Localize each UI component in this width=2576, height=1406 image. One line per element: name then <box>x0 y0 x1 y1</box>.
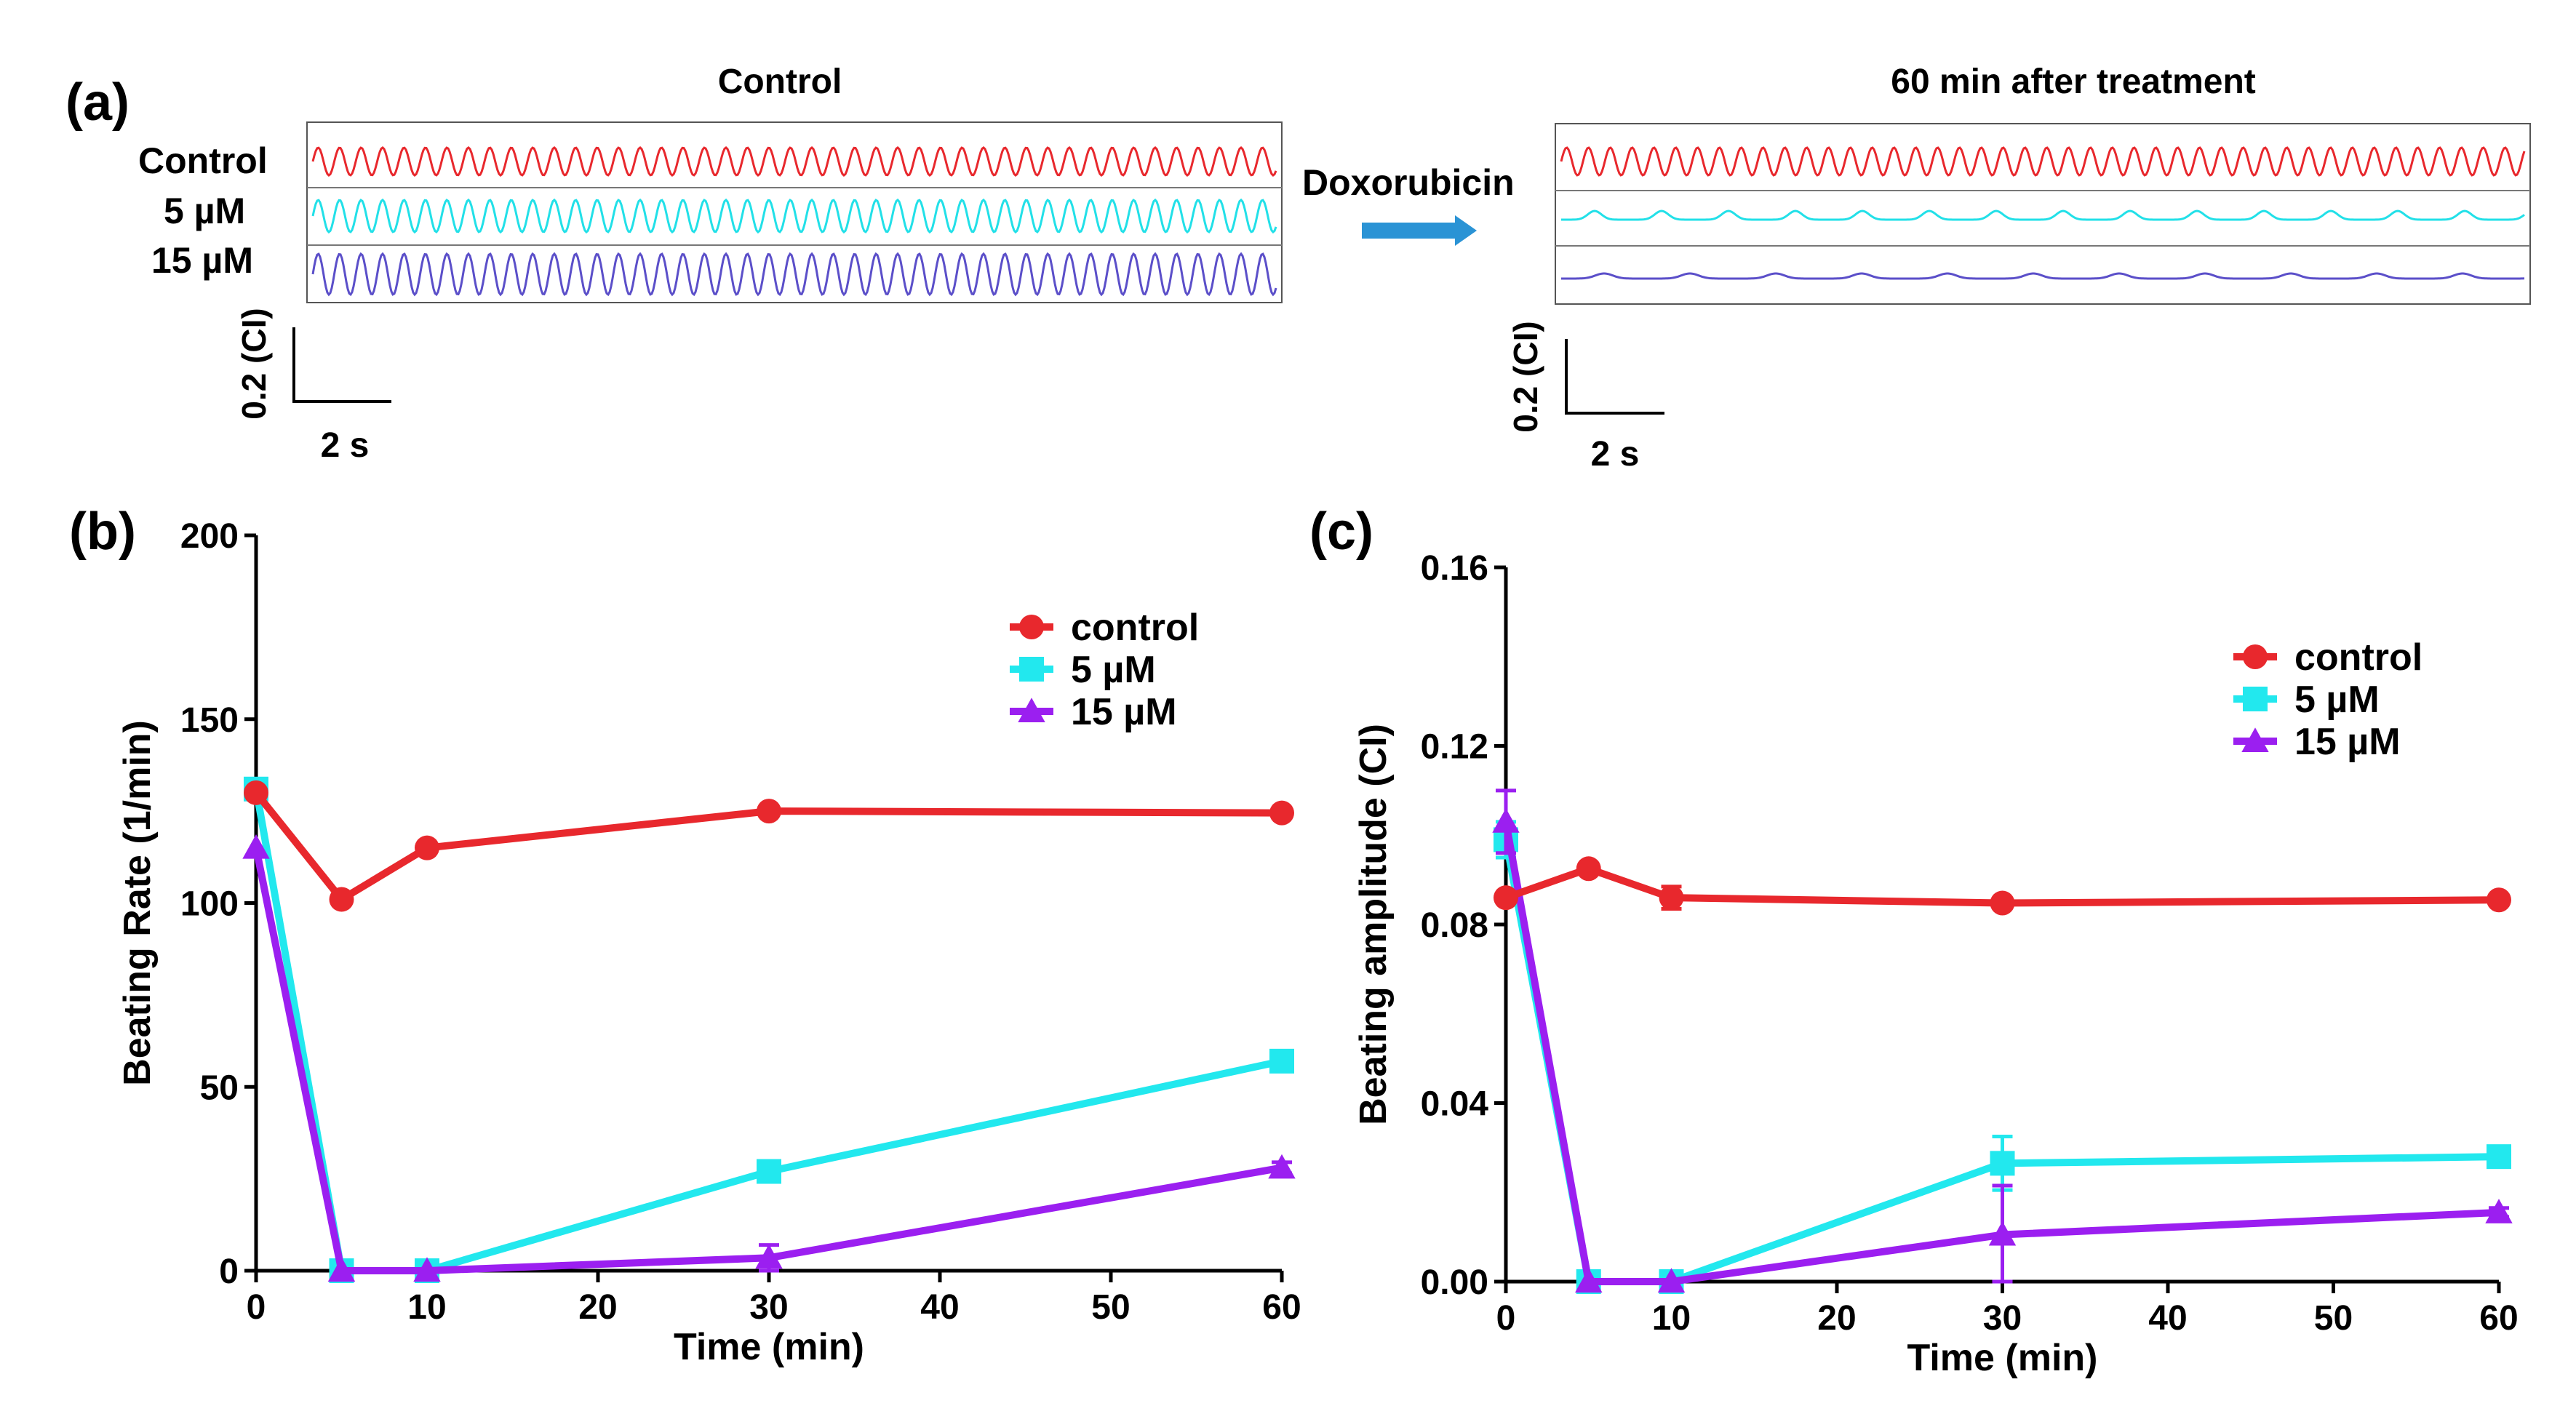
chart-beating-amplitude: (c) 0.00 0.04 0.08 0.12 0.16 0 10 20 30 40 50 60 Tim… <box>1309 503 2519 1379</box>
row-label-control: Control <box>138 140 268 181</box>
left-trace-box <box>306 121 1283 303</box>
data-point <box>1575 1268 1603 1293</box>
left-scalebar-x-label: 2 s <box>321 426 370 465</box>
panel-c-label: (c) <box>1309 503 1373 561</box>
data-point <box>1657 1268 1686 1293</box>
x-tick-label: 40 <box>2148 1299 2187 1338</box>
data-point <box>413 1257 441 1282</box>
right-trace-box <box>1555 123 2531 305</box>
left-trace-5um <box>311 198 1277 234</box>
legend-marker <box>1018 698 1045 722</box>
row-label-15um: 15 µM <box>151 240 253 281</box>
y-axis-label: Beating Rate (1/min) <box>116 720 159 1086</box>
data-point <box>1494 885 1518 911</box>
x-axis-label: Time (min) <box>674 1326 864 1368</box>
y-axis-label: Beating amplitude (CI) <box>1352 724 1395 1125</box>
panel-a-left-title: Control <box>718 63 842 101</box>
y-tick-label: 0.12 <box>1421 728 1488 767</box>
legend-entry: control <box>2294 636 2423 679</box>
chart-beating-rate: (b) 0 50 100 150 200 0 10 20 30 40 50 60 Time (min) B… <box>69 503 1301 1368</box>
x-tick-label: 20 <box>1817 1299 1856 1338</box>
data-point <box>1659 885 1684 911</box>
x-tick-label: 50 <box>1091 1288 1130 1327</box>
treatment-arrow-icon <box>1362 215 1477 246</box>
data-point <box>1269 1048 1294 1074</box>
right-scalebar-x-label: 2 s <box>1591 435 1640 474</box>
x-tick-label: 30 <box>749 1288 788 1327</box>
left-scalebar-y-label: 0.2 (CI) <box>235 308 273 419</box>
x-tick-label: 40 <box>920 1288 959 1327</box>
legend-entry: 15 µM <box>2294 721 2401 763</box>
x-tick-label: 30 <box>1983 1299 2022 1338</box>
data-point <box>1988 1221 2017 1246</box>
left-scale-bar: 0.2 (CI) 2 s <box>235 308 391 465</box>
data-point <box>1269 800 1294 826</box>
data-point <box>1268 1154 1296 1179</box>
data-point <box>1492 808 1520 833</box>
right-scalebar-y-label: 0.2 (CI) <box>1507 321 1544 432</box>
panel-a-right-title: 60 min after treatment <box>1891 63 2256 101</box>
x-tick-label: 10 <box>1652 1299 1691 1338</box>
y-tick-label: 0.16 <box>1421 549 1488 588</box>
data-point <box>757 799 781 824</box>
legend-marker <box>2241 727 2269 752</box>
legend-marker <box>1019 657 1044 682</box>
data-point <box>755 1244 783 1269</box>
x-tick-label: 0 <box>1496 1299 1516 1338</box>
y-tick-label: 0 <box>219 1253 239 1291</box>
legend-marker <box>2243 644 2268 669</box>
y-tick-label: 0.08 <box>1421 906 1488 945</box>
data-point <box>2487 887 2511 913</box>
data-point <box>1990 1151 2015 1176</box>
left-trace-15um <box>311 252 1277 297</box>
row-label-5um: 5 µM <box>164 191 245 231</box>
right-trace-15um <box>1561 272 2525 280</box>
x-tick-label: 20 <box>578 1288 617 1327</box>
left-trace-control <box>311 146 1277 177</box>
series-line-15-uM <box>252 847 1283 1274</box>
data-point <box>1990 890 2015 916</box>
data-point <box>329 887 354 912</box>
data-point <box>244 780 268 805</box>
y-tick-label: 150 <box>180 701 239 740</box>
data-point <box>327 1257 356 1282</box>
x-tick-label: 60 <box>1262 1288 1301 1327</box>
y-tick-label: 200 <box>180 517 239 556</box>
legend-entry: control <box>1071 607 1199 649</box>
x-tick-label: 0 <box>247 1288 266 1327</box>
panel-b-label: (b) <box>69 503 136 561</box>
x-axis-label: Time (min) <box>1907 1337 2098 1379</box>
y-tick-label: 0.00 <box>1421 1263 1488 1302</box>
x-tick-label: 60 <box>2479 1299 2518 1338</box>
right-trace-5um <box>1561 209 2525 221</box>
y-tick-label: 100 <box>180 885 239 924</box>
data-point <box>2485 1199 2513 1223</box>
legend-entry: 5 µM <box>2294 679 2380 721</box>
panel-a-label: (a) <box>65 73 129 132</box>
x-tick-label: 50 <box>2314 1299 2353 1338</box>
y-tick-label: 50 <box>200 1069 239 1107</box>
y-tick-label: 0.04 <box>1421 1085 1489 1124</box>
legend-entry: 5 µM <box>1071 649 1156 691</box>
data-point <box>415 835 439 860</box>
legend-entry: 15 µM <box>1071 691 1177 733</box>
data-point <box>1576 856 1601 882</box>
treatment-label: Doxorubicin <box>1302 162 1515 203</box>
data-point <box>2487 1144 2511 1170</box>
data-point <box>757 1159 781 1184</box>
right-trace-control <box>1560 146 2526 177</box>
panel-a: (a) Control 60 min after treatment Contr… <box>65 63 2531 474</box>
data-point <box>242 834 270 859</box>
legend-marker <box>2243 687 2268 711</box>
legend-marker <box>1019 615 1044 639</box>
x-tick-label: 10 <box>407 1288 446 1327</box>
right-scale-bar: 0.2 (CI) 2 s <box>1507 321 1664 474</box>
